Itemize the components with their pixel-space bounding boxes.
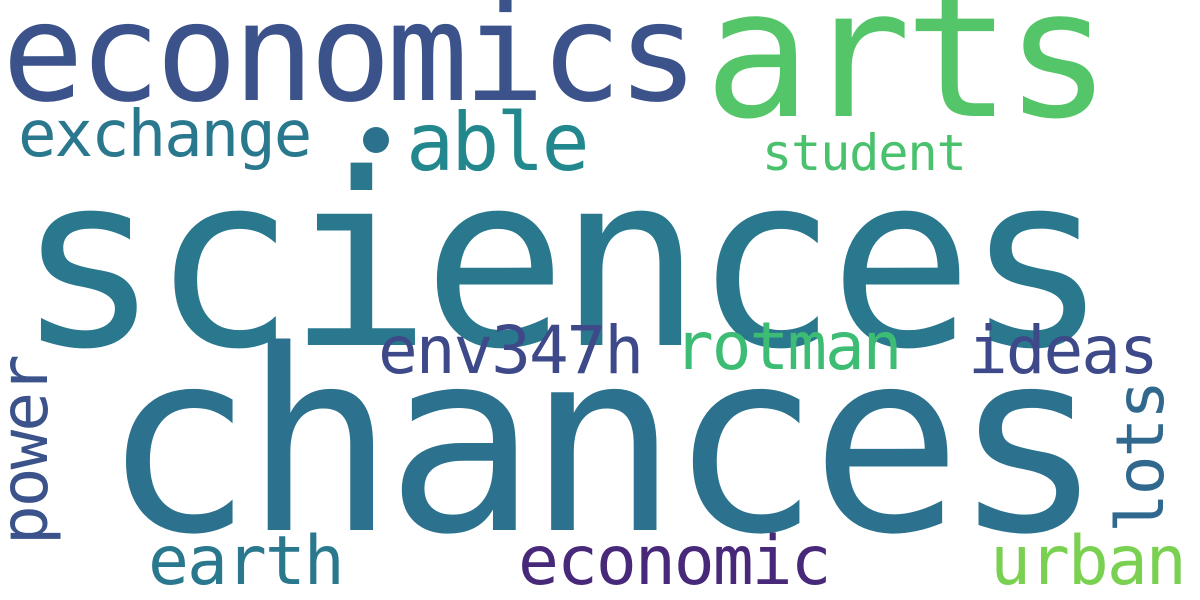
word-power: power xyxy=(0,356,63,545)
word-urban: urban xyxy=(990,522,1187,600)
word-earth: earth xyxy=(148,522,345,600)
word-lots: lots xyxy=(1102,382,1179,533)
word-economic: economic xyxy=(518,522,832,600)
word-env347h: env347h xyxy=(378,312,644,389)
word-chances: chances xyxy=(102,297,1104,590)
word-student: student xyxy=(762,124,967,182)
dot-mark xyxy=(363,127,389,153)
word-exchange: exchange xyxy=(18,98,312,172)
word-economics: economics xyxy=(2,0,699,133)
word-arts: arts xyxy=(704,0,1112,158)
word-rotman: rotman xyxy=(674,308,902,385)
word-able: able xyxy=(406,96,590,189)
word-sciences: sciences xyxy=(16,122,1109,402)
word-ideas: ideas xyxy=(968,312,1159,389)
